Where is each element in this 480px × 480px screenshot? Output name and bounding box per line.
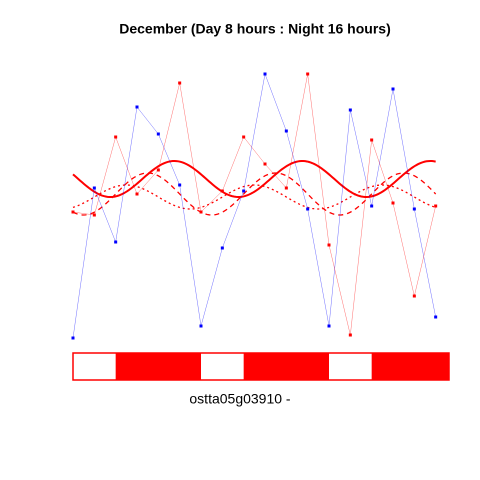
data-point	[370, 204, 374, 208]
light-segment	[73, 353, 116, 380]
data-point	[306, 72, 310, 76]
data-point	[348, 108, 352, 112]
data-point	[71, 210, 75, 214]
light-segment	[371, 353, 449, 380]
data-point	[434, 315, 438, 319]
data-point	[114, 135, 118, 139]
data-point	[92, 186, 96, 190]
light-segment	[201, 353, 244, 380]
light-bar-border	[72, 352, 450, 381]
data-point	[263, 162, 267, 166]
data-point	[156, 132, 160, 136]
data-point	[412, 294, 416, 298]
data-point	[135, 192, 139, 196]
data-point	[199, 324, 203, 328]
data-point	[327, 243, 331, 247]
data-point	[348, 333, 352, 337]
data-point	[242, 189, 246, 193]
data-point	[327, 324, 331, 328]
data-point	[114, 240, 118, 244]
data-point	[156, 168, 160, 172]
fit-curve	[72, 184, 436, 210]
light-segment	[329, 353, 372, 380]
data-point	[391, 201, 395, 205]
data-point	[434, 204, 438, 208]
data-point	[71, 336, 75, 340]
data-point	[370, 138, 374, 142]
series-line	[72, 73, 436, 336]
data-point	[199, 210, 203, 214]
data-point	[306, 207, 310, 211]
chart-title: December (Day 8 hours : Night 16 hours)	[119, 21, 391, 37]
data-point	[242, 135, 246, 139]
data-point	[391, 87, 395, 91]
data-point	[178, 183, 182, 187]
data-point	[412, 207, 416, 211]
light-segment	[243, 353, 329, 380]
fit-curve	[72, 172, 437, 216]
data-point	[284, 186, 288, 190]
light-segment	[115, 353, 201, 380]
data-point	[135, 105, 139, 109]
fit-curve	[72, 159, 436, 199]
data-point	[263, 72, 267, 76]
gene-label: ostta05g03910 -	[189, 391, 291, 407]
series-line	[72, 73, 436, 339]
data-point	[220, 189, 224, 193]
data-point	[92, 213, 96, 217]
data-point	[220, 246, 224, 250]
data-point	[178, 81, 182, 85]
data-point	[284, 129, 288, 133]
